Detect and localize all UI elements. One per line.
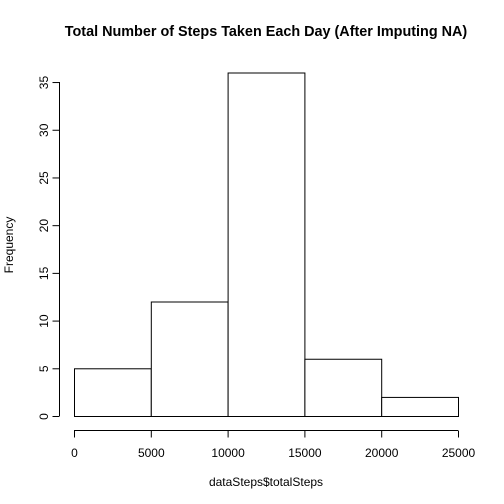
y-tick-label-7: 35	[37, 76, 51, 90]
x-tick-label-3: 15000	[288, 446, 322, 460]
bars-group	[74, 72, 460, 417]
x-axis-label: dataSteps$totalSteps	[209, 475, 323, 489]
y-axis-label: Frequency	[2, 217, 16, 274]
histogram-bar-2	[227, 72, 306, 417]
histogram-bar-1	[150, 301, 229, 417]
y-tick-label-5: 25	[37, 171, 51, 185]
y-tick-label-4: 20	[37, 219, 51, 233]
histogram-bar-4	[381, 396, 460, 417]
x-tick-label-0: 0	[71, 446, 78, 460]
y-tick-label-0: 0	[37, 413, 51, 420]
histogram-bar-0	[74, 368, 152, 417]
histogram-bar-3	[304, 358, 383, 417]
x-tick-label-4: 20000	[365, 446, 399, 460]
y-axis: 0 5 10 15 20 25 30 35	[37, 76, 60, 420]
x-axis: 0 5000 10000 15000 20000 25000	[71, 430, 476, 460]
y-tick-label-2: 10	[37, 314, 51, 328]
y-tick-label-1: 5	[37, 365, 51, 372]
x-tick-label-1: 5000	[138, 446, 165, 460]
chart-title: Total Number of Steps Taken Each Day (Af…	[65, 24, 468, 40]
x-tick-label-5: 25000	[442, 446, 476, 460]
x-tick-label-2: 10000	[211, 446, 245, 460]
y-tick-label-3: 15	[37, 266, 51, 280]
y-tick-label-6: 30	[37, 123, 51, 137]
